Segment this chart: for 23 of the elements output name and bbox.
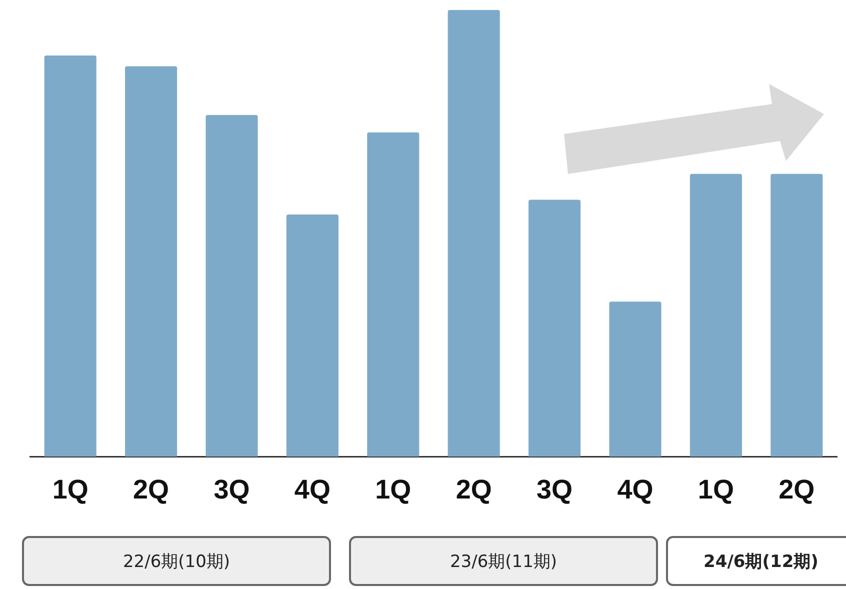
bar	[528, 200, 581, 457]
x-tick-label: 2Q	[133, 474, 170, 504]
x-tick-label: 1Q	[375, 474, 412, 504]
bar	[44, 56, 96, 457]
x-tick-label: 3Q	[214, 474, 250, 504]
bar	[448, 10, 500, 457]
bar	[206, 114, 258, 457]
x-tick-label: 1Q	[52, 474, 88, 504]
x-tick-label: 4Q	[617, 474, 654, 504]
bar	[286, 214, 338, 457]
text: 22/6期(10期)	[22, 536, 331, 586]
text: 23/6期(11期)	[349, 536, 658, 586]
text: 24/6期(12期)	[666, 536, 846, 586]
bar	[770, 174, 823, 457]
bar	[609, 302, 662, 457]
bar	[125, 66, 178, 457]
x-tick-label: 2Q	[778, 474, 815, 504]
x-tick-label: 4Q	[294, 474, 330, 504]
x-tick-label: 1Q	[698, 474, 734, 504]
bar	[367, 132, 420, 457]
x-tick-label: 2Q	[456, 474, 492, 504]
bar	[690, 174, 742, 457]
x-tick-label: 3Q	[536, 474, 573, 504]
